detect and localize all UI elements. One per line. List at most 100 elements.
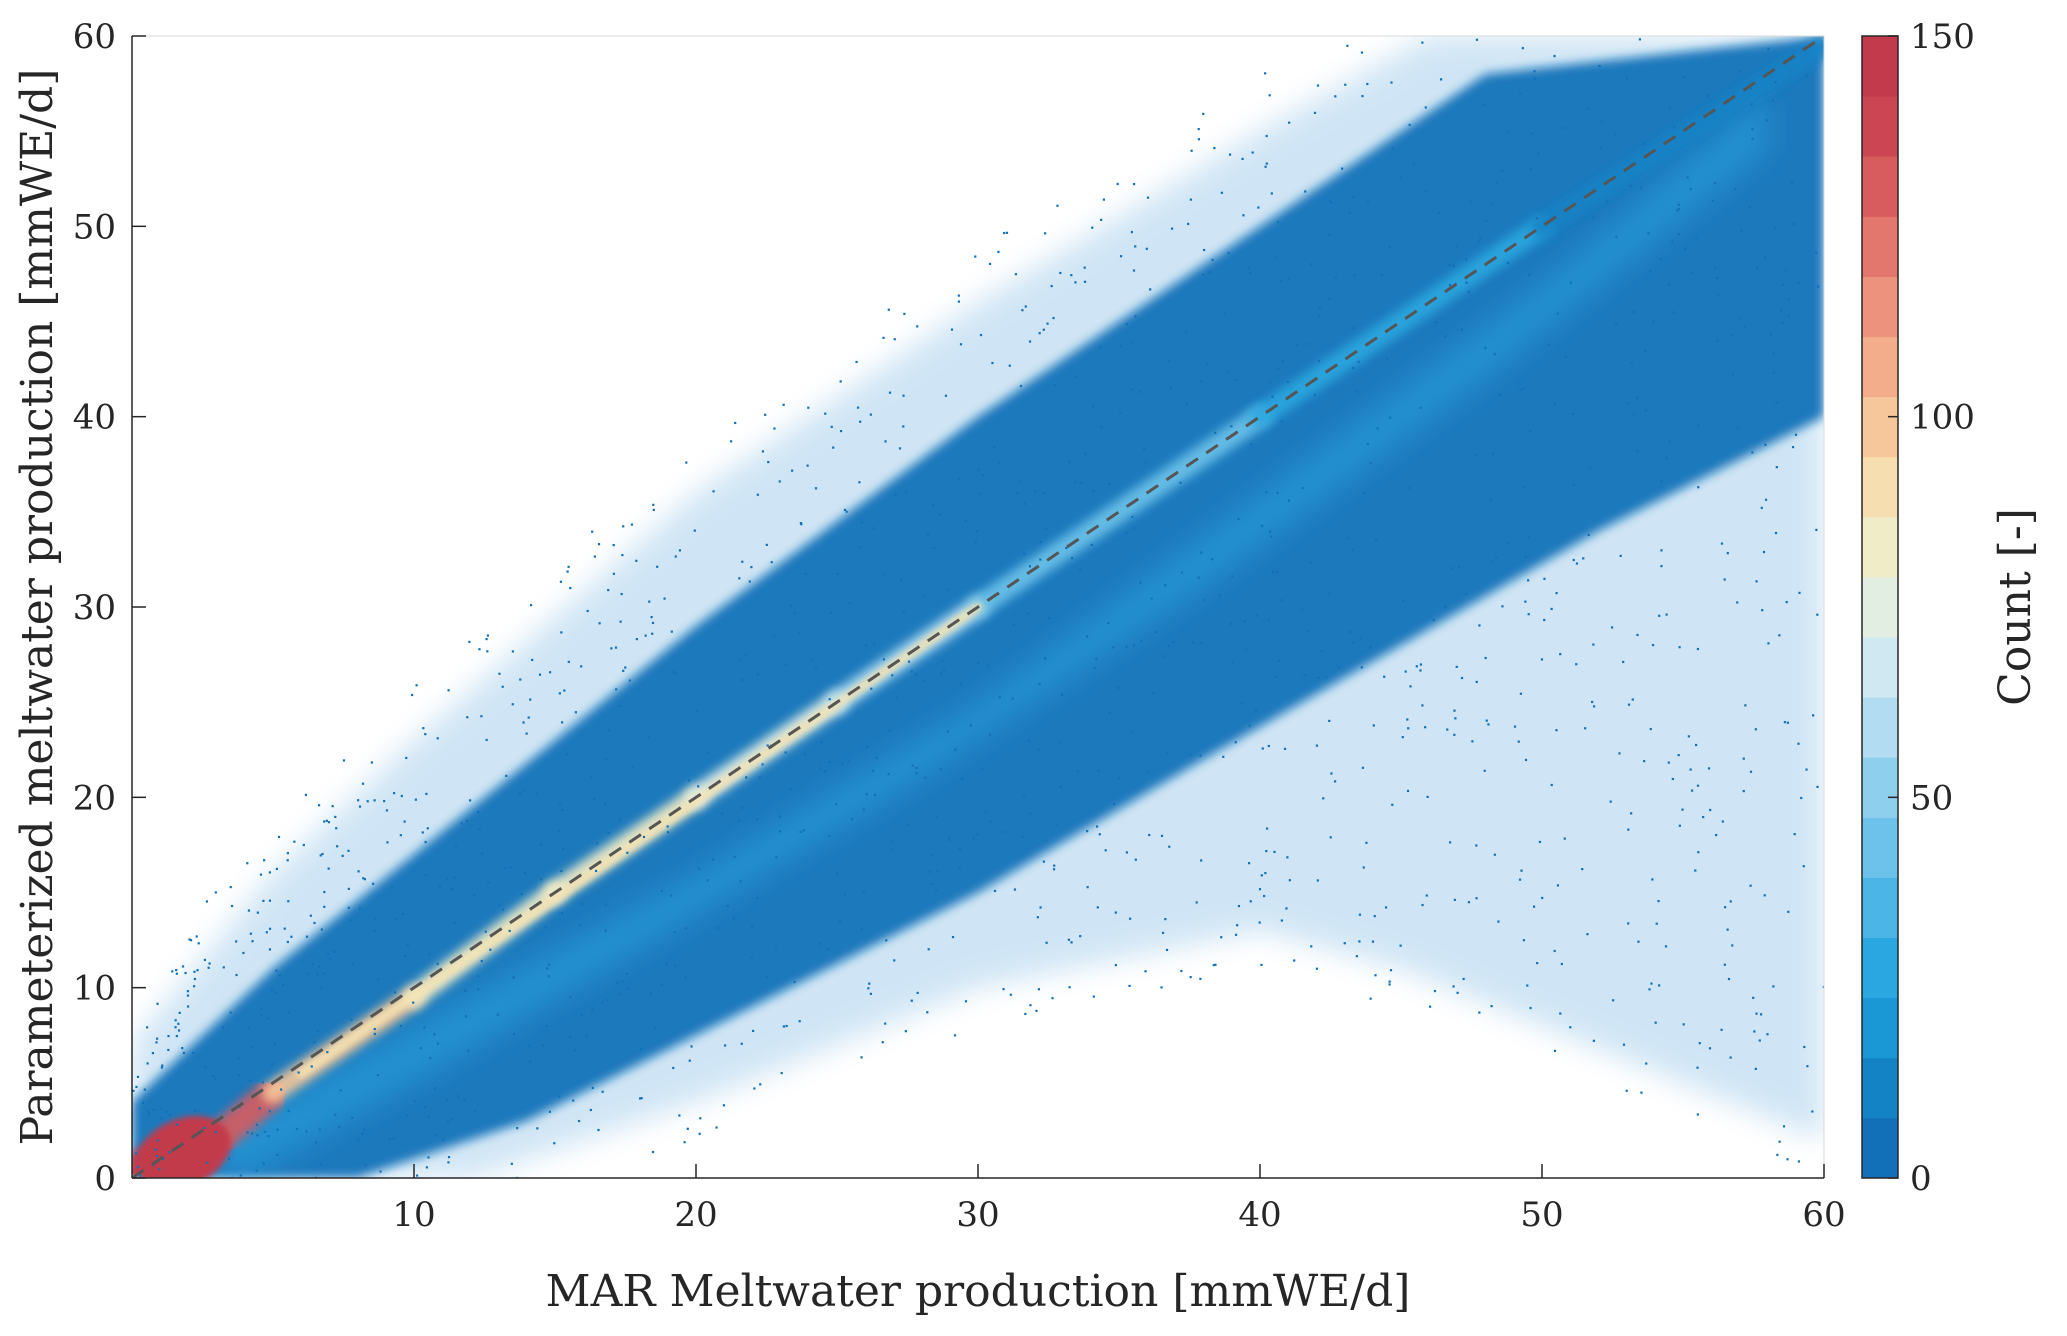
scatter-point [907,660,911,663]
scatter-point [1074,281,1077,284]
scatter-point [560,721,564,724]
scatter-point [297,1071,300,1074]
scatter-point [1723,906,1727,909]
scatter-point [1296,343,1299,347]
scatter-point [1042,860,1045,863]
scatter-point [907,823,910,826]
scatter-point [1591,700,1594,704]
scatter-point [404,954,407,958]
scatter-point [1816,613,1819,616]
colorbar-tick-label: 0 [1910,1159,1932,1199]
scatter-point [1491,452,1495,455]
scatter-point [1652,320,1655,323]
scatter-point [644,634,647,637]
scatter-point [595,842,599,845]
scatter-point [235,940,238,943]
scatter-point [1271,395,1274,398]
scatter-point [306,972,309,976]
scatter-point [753,1087,756,1090]
scatter-point [1713,182,1717,185]
scatter-point [824,412,827,415]
scatter-point [1038,683,1041,686]
scatter-point [1501,169,1504,172]
scatter-point [856,406,860,409]
scatter-point [1659,257,1662,260]
scatter-point [1322,797,1325,800]
scatter-point [1649,727,1652,731]
colorbar-tick-label: 150 [1910,17,1975,57]
scatter-point [317,804,321,807]
scatter-point [1592,1039,1595,1042]
scatter-point [256,911,259,914]
colorbar-swatch [1862,36,1898,97]
scatter-point [756,493,759,496]
scatter-point [275,969,278,972]
scatter-point [1485,719,1488,722]
colorbar-label: Count [-] [1990,508,2041,706]
scatter-point [647,736,650,739]
scatter-point [1366,442,1369,446]
x-axis-ticks: 10 20 30 40 50 60 [392,1164,1846,1235]
scatter-point [222,966,225,969]
scatter-point [481,852,484,855]
scatter-point [1660,549,1663,552]
scatter-point [1132,269,1136,272]
scatter-point [290,935,293,938]
colorbar-tick-label: 100 [1910,398,1975,438]
scatter-point [1313,394,1317,397]
scatter-point [247,909,251,912]
scatter-point [393,991,397,994]
scatter-point [548,1110,551,1113]
scatter-point [882,658,885,661]
scatter-point [171,970,174,973]
scatter-point [436,1042,440,1045]
scatter-point [1738,69,1741,73]
scatter-point [1524,758,1528,762]
scatter-point [358,907,362,910]
scatter-point [715,1126,718,1129]
scatter-point [1011,697,1014,700]
scatter-point [414,798,418,801]
scatter-point [930,853,933,857]
scatter-point [559,580,563,583]
scatter-point [1213,146,1216,150]
scatter-point [603,803,607,806]
scatter-point [1615,235,1618,238]
scatter-point [1223,312,1226,315]
scatter-point [1677,207,1680,211]
scatter-point [875,756,878,759]
scatter-point [256,1134,259,1137]
scatter-point [915,766,918,770]
scatter-point [141,1101,145,1104]
scatter-point [1288,121,1291,124]
scatter-point [1352,195,1355,199]
scatter-point [510,1162,513,1165]
scatter-point [685,927,688,930]
scatter-point [1687,735,1690,738]
scatter-point [638,1097,642,1100]
scatter-point [1575,562,1579,565]
scatter-point [607,588,610,592]
scatter-point [1559,1012,1562,1015]
scatter-point [975,530,978,533]
scatter-point [1128,984,1131,988]
scatter-point [974,540,977,544]
scatter-point [175,1123,179,1126]
scatter-point [135,1152,138,1155]
scatter-point [1645,1062,1648,1065]
scatter-point [1114,964,1117,967]
scatter-point [1448,263,1451,266]
scatter-point [1388,246,1391,249]
scatter-point [531,658,534,662]
scatter-point [807,406,810,409]
scatter-point [1023,553,1026,556]
scatter-point [1140,639,1143,642]
scatter-point [791,469,794,472]
scatter-point [798,1020,801,1023]
scatter-point [1543,577,1546,580]
scatter-point [1684,248,1687,251]
y-tick-label: 0 [94,1159,116,1199]
scatter-point [1042,328,1045,331]
scatter-point [1195,901,1198,904]
scatter-point [147,1113,151,1116]
